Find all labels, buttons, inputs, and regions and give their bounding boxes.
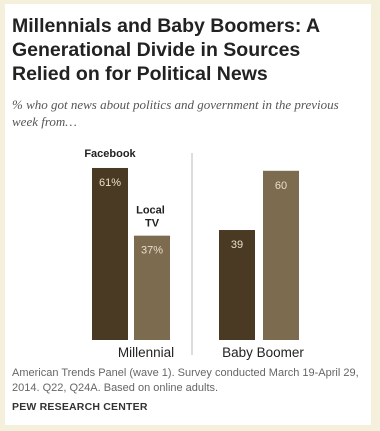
bar-facebook-millennial: [92, 168, 128, 340]
data-label: 39: [231, 239, 243, 251]
data-label: 37%: [141, 245, 163, 257]
bars-group: 61% 37% Millennial 39 60 Baby Boomer Facebook L…: [84, 148, 304, 360]
data-label: 61%: [99, 177, 121, 189]
category-label: Millennial: [118, 345, 174, 360]
footnote: American Trends Panel (wave 1). Survey c…: [12, 366, 362, 396]
category-label: Baby Boomer: [222, 345, 304, 360]
series-label-local-tv: Local TV: [136, 205, 168, 230]
data-label: 60: [275, 180, 287, 192]
source-label: PEW RESEARCH CENTER: [12, 401, 148, 413]
series-label-facebook: Facebook: [84, 148, 136, 160]
bar-local-tv-baby-boomer: [263, 171, 299, 340]
